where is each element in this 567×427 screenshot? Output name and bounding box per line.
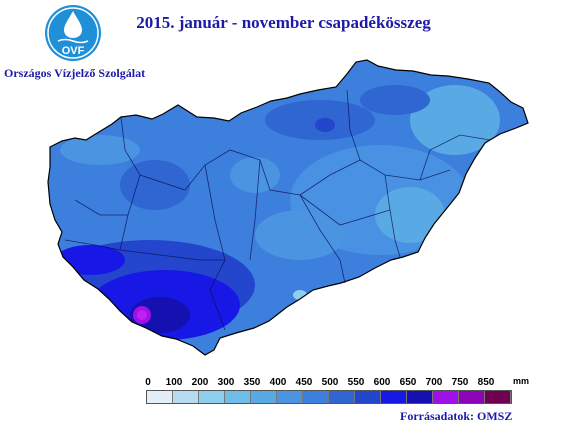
legend-swatch bbox=[303, 391, 329, 403]
legend-tick: 500 bbox=[321, 377, 339, 388]
legend-swatch bbox=[329, 391, 355, 403]
legend-swatch bbox=[459, 391, 485, 403]
legend-swatch bbox=[173, 391, 199, 403]
legend-tick: 650 bbox=[399, 377, 417, 388]
legend-unit: mm bbox=[513, 376, 530, 386]
legend-tick: 300 bbox=[217, 377, 235, 388]
legend-tick: 600 bbox=[373, 377, 391, 388]
legend-swatch bbox=[199, 391, 225, 403]
legend-swatch bbox=[407, 391, 433, 403]
legend-tick-labels: 0 100 200 300 350 400 450 500 550 600 650 700 750 850 bbox=[145, 377, 546, 389]
legend-color-bar bbox=[146, 390, 512, 404]
legend-swatch bbox=[251, 391, 277, 403]
legend-swatch bbox=[485, 391, 511, 403]
legend-tick: 750 bbox=[451, 377, 469, 388]
legend-tick: 400 bbox=[269, 377, 287, 388]
legend-tick: 850 bbox=[477, 377, 495, 388]
organization-name: Országos Vízjelző Szolgálat bbox=[4, 66, 146, 80]
legend-tick: 450 bbox=[295, 377, 313, 388]
legend-swatch bbox=[147, 391, 173, 403]
legend-tick: 350 bbox=[243, 377, 261, 388]
legend-swatch bbox=[355, 391, 381, 403]
legend-tick: 100 bbox=[165, 377, 183, 388]
legend-tick: 550 bbox=[347, 377, 365, 388]
legend-swatch bbox=[277, 391, 303, 403]
legend-tick: 700 bbox=[425, 377, 443, 388]
legend-swatch bbox=[433, 391, 459, 403]
data-source: Forrásadatok: OMSZ bbox=[400, 409, 513, 423]
legend-tick: 0 bbox=[145, 377, 151, 388]
legend-swatch bbox=[381, 391, 407, 403]
legend-tick: 200 bbox=[191, 377, 209, 388]
map-title: 2015. január - november csapadékösszeg bbox=[136, 13, 431, 32]
logo-text: OVF bbox=[62, 45, 85, 57]
water-drop-logo: OVF bbox=[45, 5, 101, 61]
legend-swatch bbox=[225, 391, 251, 403]
